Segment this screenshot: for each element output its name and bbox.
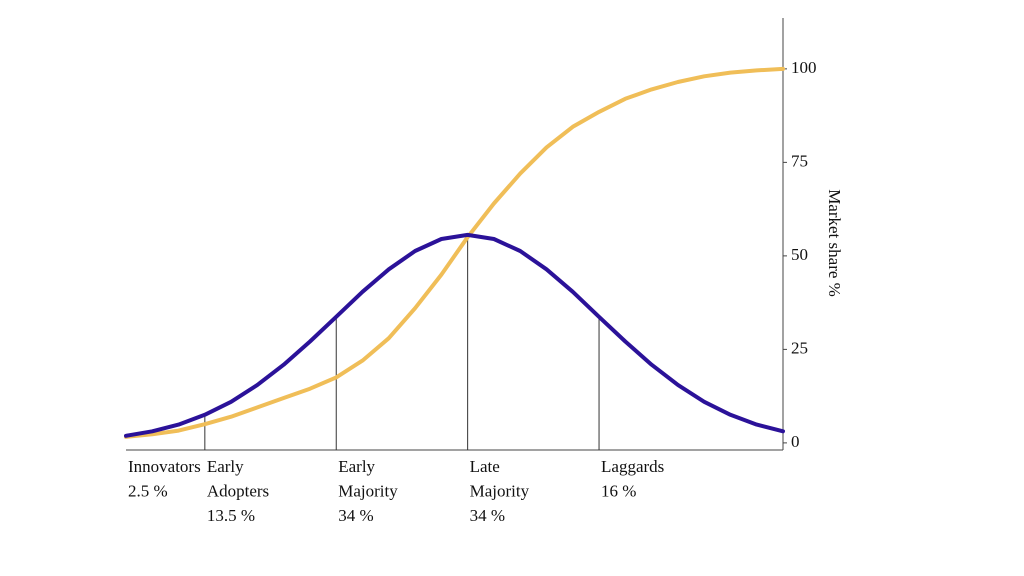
curve — [124, 232, 785, 438]
segment-label: Innovators — [128, 457, 201, 476]
segment-share: 13.5 % — [207, 506, 255, 525]
segment-share: 2.5 % — [128, 481, 168, 500]
segment-label: Late Majority — [470, 457, 530, 501]
y-tick-label: 50 — [791, 245, 808, 264]
y-tick-label: 25 — [791, 338, 808, 357]
segment-label: Laggards — [601, 457, 664, 476]
segment-share: 16 % — [601, 481, 636, 500]
y-tick-label: 75 — [791, 151, 808, 170]
y-tick-label: 0 — [791, 432, 800, 451]
segment-share: 34 % — [470, 506, 505, 525]
y-tick-label: 100 — [791, 58, 817, 77]
segment-share: 34 % — [338, 506, 373, 525]
y-axis-label: Market share % — [825, 189, 844, 297]
curve — [124, 66, 785, 439]
segment-label: Early Majority — [338, 457, 398, 501]
segment-label: Early Adopters — [207, 457, 269, 501]
